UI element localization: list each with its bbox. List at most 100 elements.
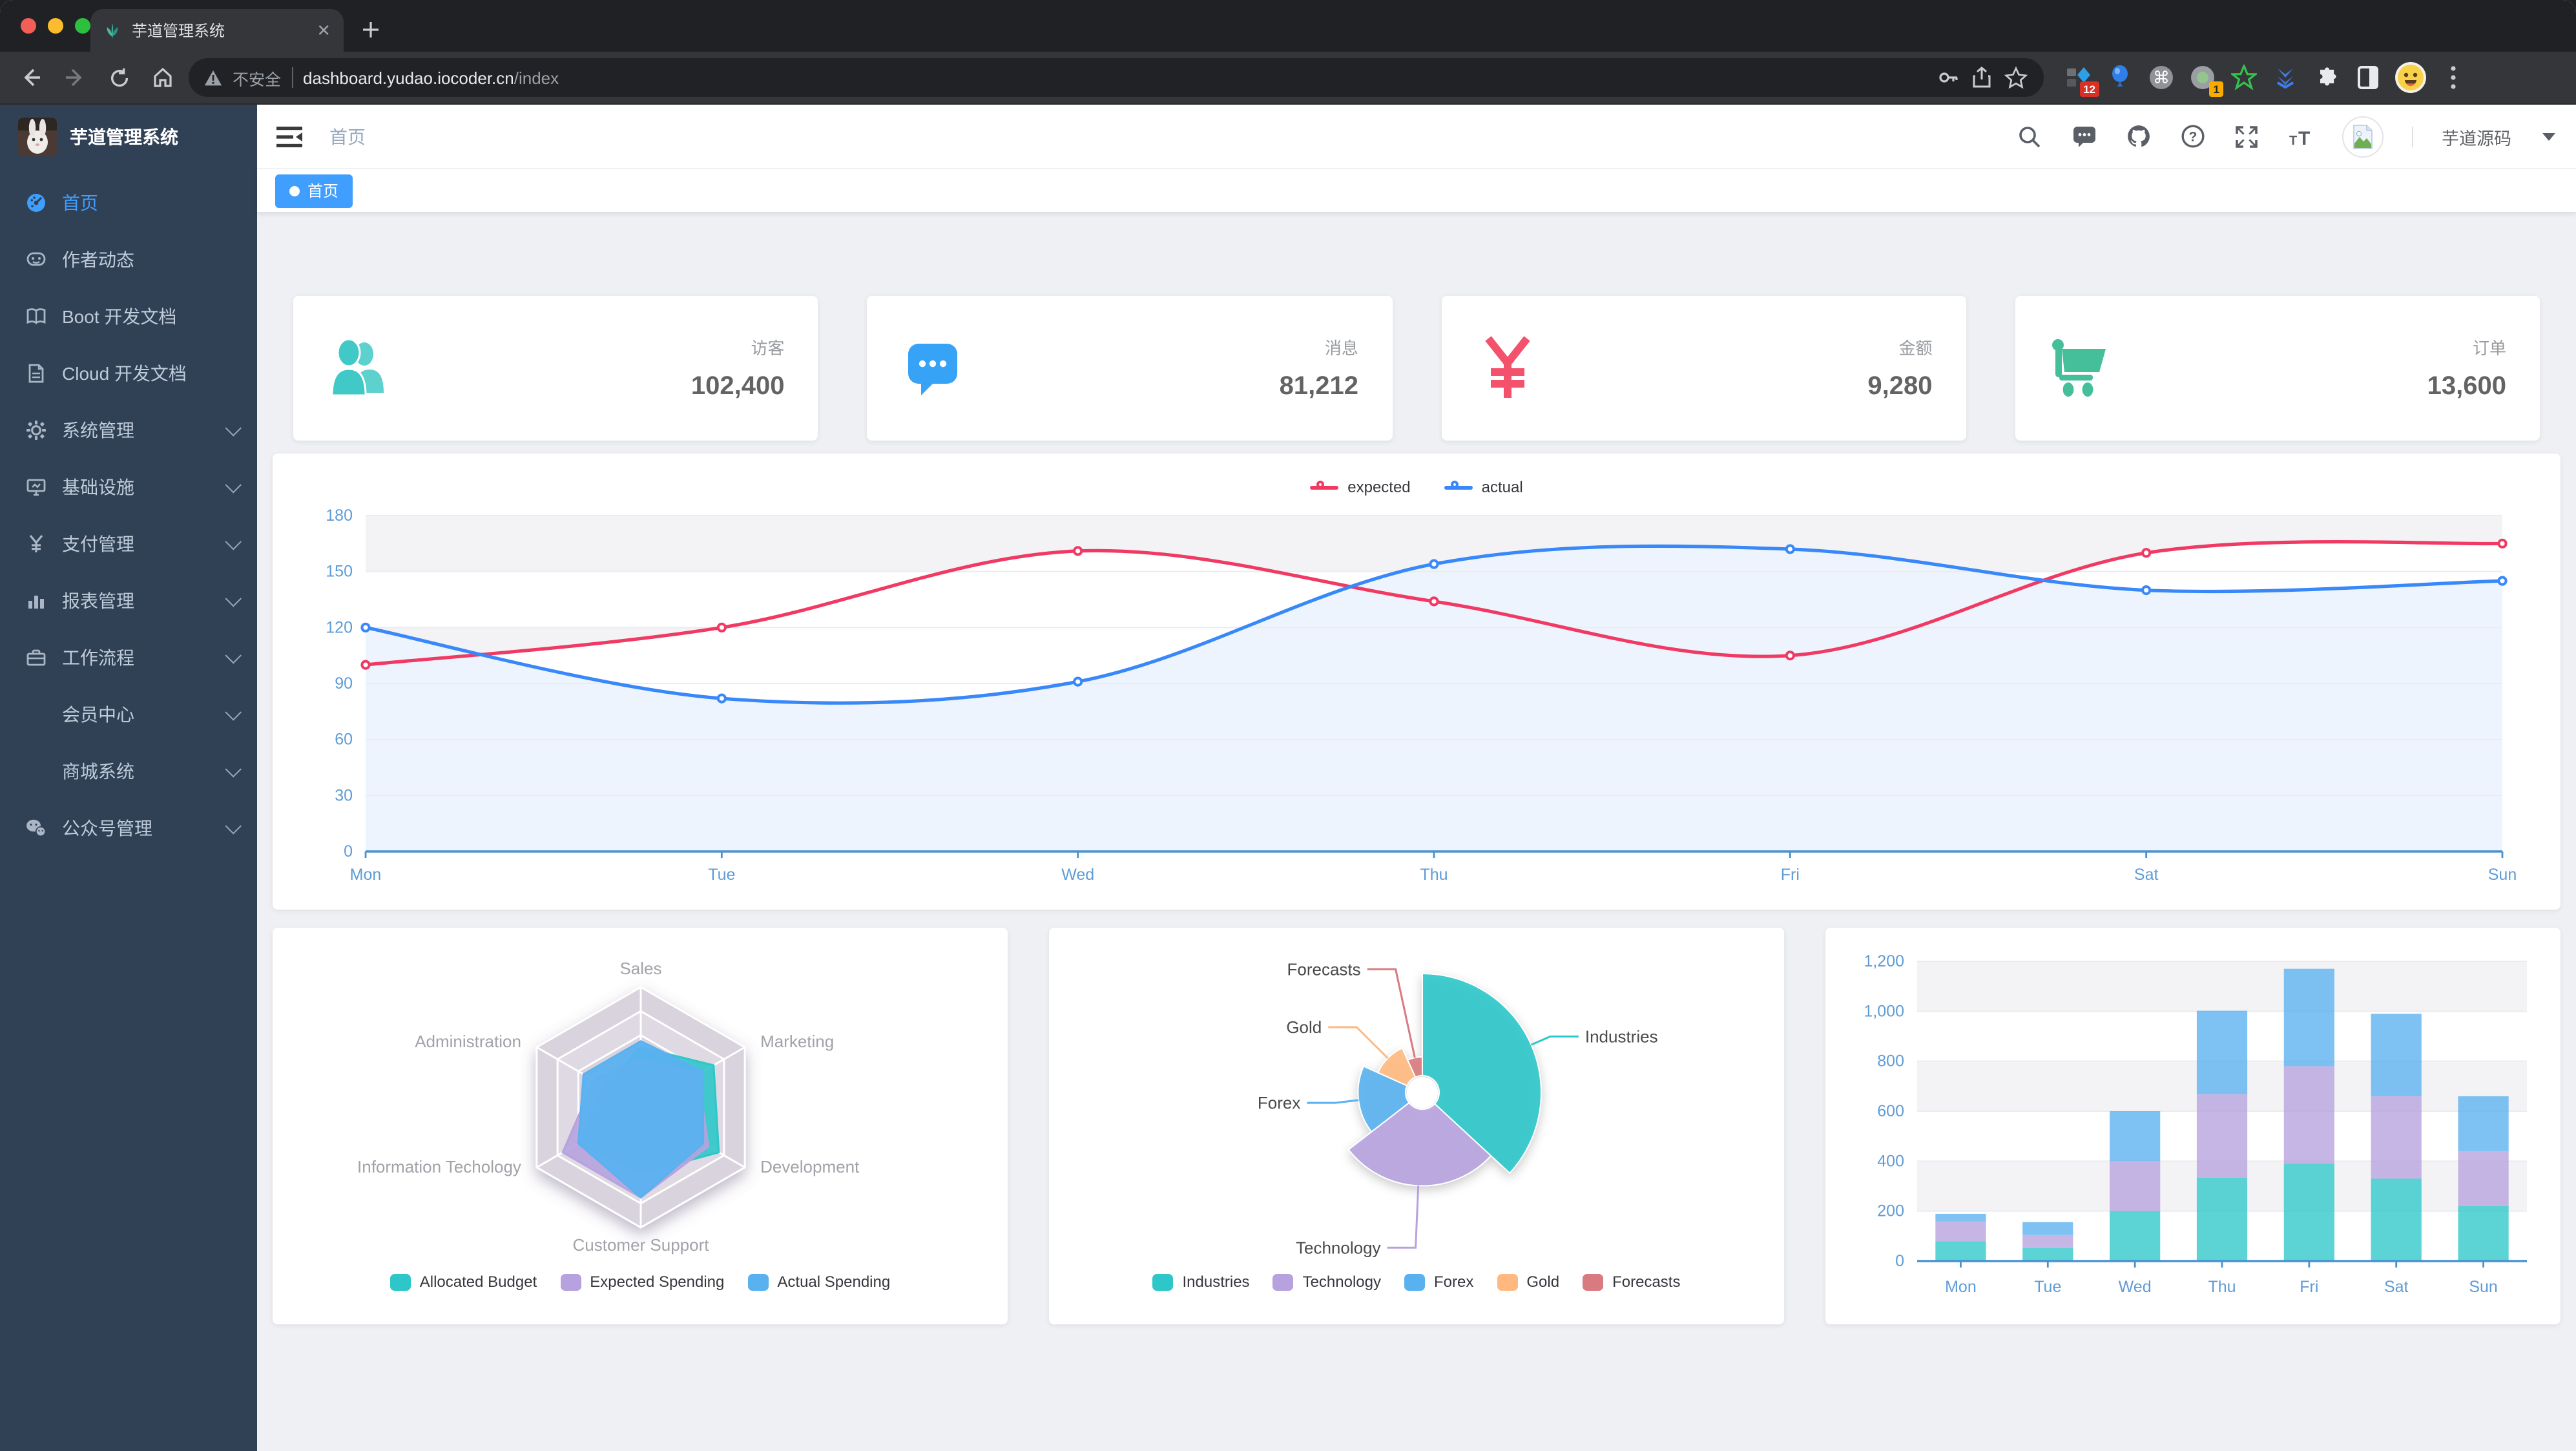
- username[interactable]: 芋道源码: [2442, 129, 2511, 148]
- sidebar-item-label: 报表管理: [62, 590, 134, 611]
- tag-home[interactable]: 首页: [275, 174, 353, 207]
- sidebar-item-payment[interactable]: 支付管理: [0, 516, 257, 572]
- sidebar-item-label: 作者动态: [62, 249, 134, 270]
- sidebar-item-mall-system[interactable]: 商城系统: [0, 743, 257, 800]
- legend-item[interactable]: Technology: [1272, 1273, 1381, 1291]
- zoom-window-button[interactable]: [75, 18, 90, 34]
- fullscreen-icon[interactable]: [2234, 123, 2259, 149]
- github-icon[interactable]: [2125, 123, 2151, 149]
- sidebar-item-member-center[interactable]: 会员中心: [0, 686, 257, 743]
- sidebar-item-home[interactable]: 首页: [0, 174, 257, 231]
- extension-dot-badge-icon[interactable]: 1: [2188, 63, 2223, 97]
- extensions-puzzle-icon[interactable]: [2312, 63, 2341, 92]
- no-icon: [26, 761, 47, 782]
- stat-label: 订单: [2472, 339, 2506, 358]
- svg-text:⌘: ⌘: [2153, 68, 2170, 87]
- address-bar[interactable]: 不安全 dashboard.yudao.iocoder.cn/index: [189, 58, 2044, 97]
- svg-text:90: 90: [335, 674, 353, 693]
- dashboard-icon: [26, 193, 47, 213]
- profile-avatar-emoji[interactable]: [2395, 62, 2426, 93]
- svg-text:Wed: Wed: [2118, 1278, 2151, 1296]
- search-icon[interactable]: [2017, 123, 2042, 149]
- people-icon: [26, 249, 47, 270]
- legend-swatch: [390, 1273, 411, 1290]
- stat-value: 13,600: [2427, 372, 2506, 401]
- sidebar-item-label: 会员中心: [62, 704, 134, 725]
- caret-down-icon[interactable]: [2542, 132, 2555, 140]
- security-label: 不安全: [233, 70, 282, 89]
- stat-card-messages[interactable]: 消息 81,212: [867, 296, 1392, 441]
- warning-icon: [204, 70, 222, 85]
- legend-label: actual: [1481, 478, 1523, 496]
- legend-item-expected[interactable]: expected: [1310, 478, 1411, 496]
- stat-card-orders[interactable]: 订单 13,600: [2015, 296, 2540, 441]
- help-icon[interactable]: ?: [2179, 123, 2205, 149]
- stat-label: 消息: [1324, 339, 1358, 358]
- chevron-down-icon: [225, 419, 242, 436]
- svg-text:Tue: Tue: [708, 866, 735, 884]
- legend-item[interactable]: Industries: [1152, 1273, 1250, 1291]
- tab-close-icon[interactable]: ✕: [317, 21, 331, 40]
- svg-text:Industries: Industries: [1584, 1027, 1657, 1046]
- close-window-button[interactable]: [21, 18, 36, 34]
- sidebar-menu: 首页 作者动态 Boot 开发文档: [0, 174, 257, 857]
- sidebar-logo[interactable]: 芋道管理系统: [0, 105, 257, 169]
- sidebar-item-cloud-docs[interactable]: Cloud 开发文档: [0, 345, 257, 402]
- legend-item[interactable]: Forex: [1404, 1273, 1473, 1291]
- sidebar-item-workflow[interactable]: 工作流程: [0, 629, 257, 686]
- minimize-window-button[interactable]: [48, 18, 63, 34]
- sidebar-toggle-hamburger-icon[interactable]: [275, 122, 304, 151]
- sidebar-item-label: 工作流程: [62, 647, 134, 668]
- stat-card-visitors[interactable]: 访客 102,400: [293, 296, 818, 441]
- browser-tab[interactable]: 芋道管理系统 ✕: [90, 9, 344, 52]
- reload-button[interactable]: [101, 59, 137, 96]
- sidebar-item-label: 首页: [62, 193, 98, 213]
- legend-item[interactable]: Actual Spending: [747, 1273, 890, 1291]
- sidebar-item-wechat-mp[interactable]: 公众号管理: [0, 800, 257, 857]
- svg-text:Gold: Gold: [1285, 1018, 1321, 1037]
- sidebar-item-system[interactable]: 系统管理: [0, 402, 257, 459]
- sidebar-item-infra[interactable]: 基础设施: [0, 459, 257, 516]
- breadcrumb[interactable]: 首页: [329, 126, 366, 147]
- sidebar-item-reports[interactable]: 报表管理: [0, 572, 257, 629]
- tab-title: 芋道管理系统: [132, 22, 225, 40]
- extension-balloon-icon[interactable]: [2106, 63, 2134, 92]
- user-avatar[interactable]: [2342, 116, 2384, 157]
- new-tab-button[interactable]: [354, 13, 388, 47]
- extension-star-icon[interactable]: [2230, 63, 2258, 92]
- svg-text:200: 200: [1876, 1202, 1904, 1220]
- password-key-icon[interactable]: [1937, 66, 1960, 89]
- extension-chevrons-icon[interactable]: [2271, 63, 2300, 92]
- panel-group: 访客 102,400 消息 81,212: [293, 296, 2540, 441]
- divider: [2412, 126, 2413, 147]
- chevron-down-icon: [225, 704, 242, 720]
- legend-item[interactable]: Gold: [1497, 1273, 1559, 1291]
- peoples-icon: [327, 336, 391, 401]
- browser-menu-icon[interactable]: [2439, 63, 2467, 92]
- legend-line-marker: [1310, 481, 1339, 494]
- sidebar: 芋道管理系统 首页 作者动态: [0, 105, 257, 1451]
- message-icon[interactable]: [2071, 123, 2097, 149]
- chevron-down-icon: [225, 817, 242, 834]
- legend-item[interactable]: Forecasts: [1583, 1273, 1680, 1291]
- svg-text:Sat: Sat: [2384, 1278, 2408, 1296]
- gear-icon: [26, 420, 47, 441]
- legend-item[interactable]: Allocated Budget: [390, 1273, 537, 1291]
- reading-list-icon[interactable]: [2354, 63, 2382, 92]
- forward-button[interactable]: [57, 59, 93, 96]
- extension-command-icon[interactable]: ⌘: [2147, 63, 2176, 92]
- sidebar-item-author-news[interactable]: 作者动态: [0, 231, 257, 288]
- back-button[interactable]: [13, 59, 49, 96]
- tag-label: 首页: [307, 182, 339, 200]
- legend-item-actual[interactable]: actual: [1444, 478, 1523, 496]
- svg-text:T: T: [2289, 133, 2297, 147]
- stat-card-amount[interactable]: 金额 9,280: [1441, 296, 1966, 441]
- document-icon: [26, 363, 47, 384]
- bookmark-star-icon[interactable]: [2004, 65, 2028, 90]
- share-icon[interactable]: [1970, 66, 1993, 89]
- home-button[interactable]: [145, 59, 181, 96]
- sidebar-item-boot-docs[interactable]: Boot 开发文档: [0, 288, 257, 345]
- legend-item[interactable]: Expected Spending: [560, 1273, 724, 1291]
- extension-grid-diamond-icon[interactable]: 12: [2064, 63, 2099, 97]
